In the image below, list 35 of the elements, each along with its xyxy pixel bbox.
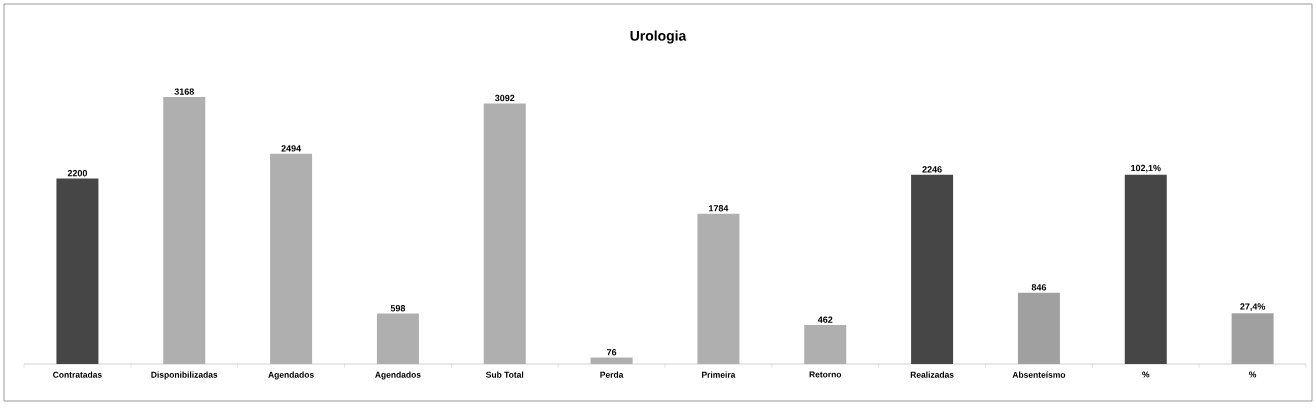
x-tick-label: Retorno	[809, 371, 842, 378]
x-tick-label: Absenteísmo	[1012, 371, 1066, 378]
data-label: 3168	[174, 88, 194, 95]
bar	[1017, 292, 1060, 364]
bar	[590, 357, 633, 364]
chart-title: Urologia	[630, 30, 687, 44]
x-tick-label: %	[1249, 371, 1257, 378]
data-label: 2200	[67, 170, 88, 177]
x-tick-label: Contratadas	[53, 371, 102, 378]
x-tick-label: Realizadas	[910, 371, 954, 378]
bar	[163, 97, 206, 364]
data-label: 2494	[281, 145, 302, 152]
data-label: 846	[1031, 284, 1047, 291]
data-label: 3092	[494, 94, 515, 102]
x-tick-label: Sub Total	[486, 371, 524, 378]
data-label: 462	[817, 316, 833, 323]
x-tick-label: Agendados	[375, 371, 421, 380]
x-tick-label: Disponibilizadas	[151, 371, 218, 380]
data-label: 1784	[709, 205, 729, 212]
bar	[804, 325, 847, 364]
data-label: 27,4%	[1240, 303, 1266, 311]
bar	[376, 313, 419, 364]
data-label: 2246	[922, 166, 942, 173]
x-tick-label: Primeira	[702, 371, 736, 378]
bar	[911, 174, 954, 364]
bar	[270, 153, 313, 364]
bar	[56, 178, 99, 364]
data-label: 102,1%	[1131, 164, 1161, 173]
data-label: 76	[607, 349, 617, 356]
data-label: 598	[390, 305, 406, 312]
bar	[697, 213, 740, 364]
x-tick-label: Agendados	[268, 371, 314, 380]
x-tick-label: %	[1142, 371, 1150, 378]
bar	[483, 103, 526, 364]
x-tick-label: Perda	[600, 371, 624, 378]
